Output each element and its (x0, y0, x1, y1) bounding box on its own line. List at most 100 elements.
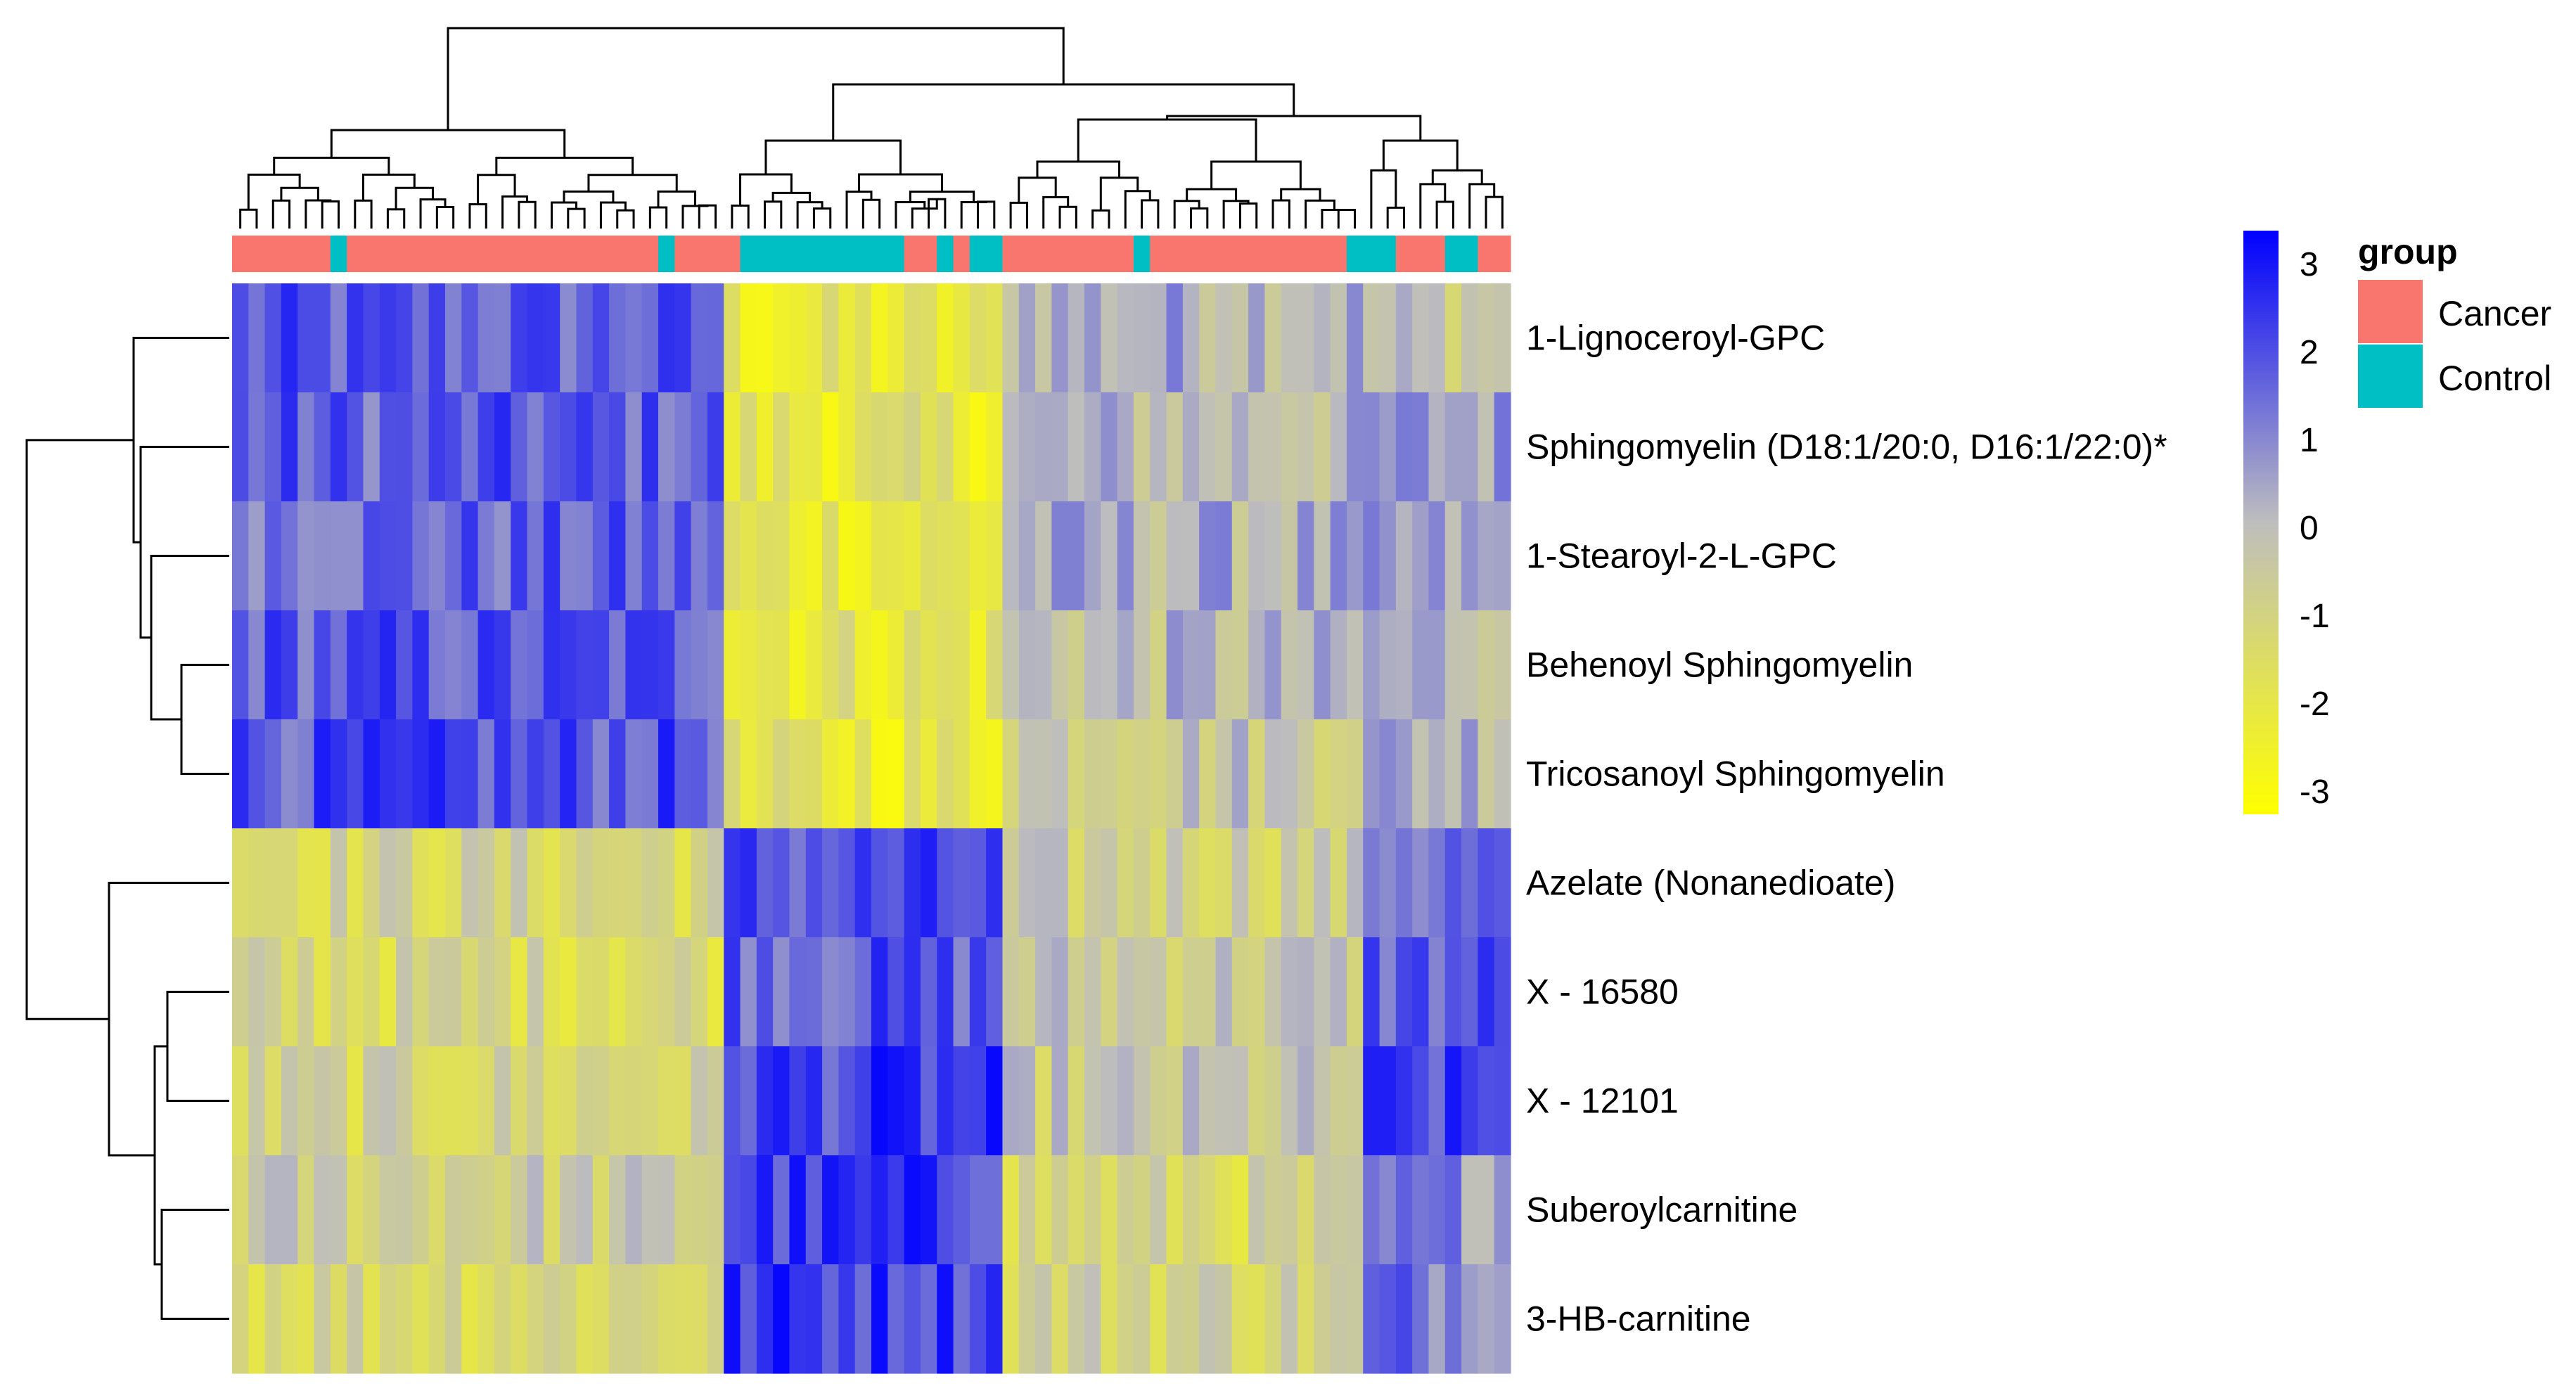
column-dendrogram-branch (386, 208, 406, 229)
heatmap-cell (724, 501, 741, 611)
heatmap-cell (1182, 937, 1200, 1047)
heatmap-cell (412, 501, 430, 611)
heatmap-cell (1018, 283, 1036, 393)
heatmap-cell (838, 501, 856, 611)
group-annotation-cell (1084, 236, 1101, 272)
heatmap-cell (1281, 1264, 1298, 1374)
heatmap-cell (1199, 937, 1217, 1047)
heatmap-cell (740, 828, 757, 938)
heatmap-cell (641, 937, 659, 1047)
heatmap-cell (576, 937, 594, 1047)
heatmap-cell (1264, 1046, 1282, 1156)
heatmap-cell (773, 828, 790, 938)
heatmap-cell (347, 392, 364, 502)
heatmap-cell (1297, 1046, 1314, 1156)
heatmap-cell (1379, 392, 1397, 502)
heatmap-cell (527, 1264, 544, 1374)
heatmap-cell (1264, 937, 1282, 1047)
heatmap-cell (1068, 937, 1085, 1047)
heatmap-cell (445, 1155, 462, 1265)
heatmap-cell (1150, 392, 1167, 502)
heatmap-cell (363, 937, 380, 1047)
heatmap-cell (1133, 1264, 1151, 1374)
heatmap-cell (937, 283, 954, 393)
color-scale-tick-label: -3 (2300, 773, 2330, 811)
heatmap-cell (478, 719, 495, 829)
column-dendrogram-branch (495, 156, 634, 175)
heatmap-cell (281, 283, 298, 393)
heatmap-cell (969, 501, 987, 611)
group-annotation-cell (461, 236, 479, 272)
column-dendrogram-branch (1186, 188, 1238, 201)
heatmap-cell (543, 828, 560, 938)
heatmap-cell (625, 719, 643, 829)
heatmap-cell (543, 283, 560, 393)
heatmap-cell (1346, 937, 1364, 1047)
heatmap-cell (1395, 1155, 1413, 1265)
heatmap-cell (1051, 828, 1069, 938)
row-label: 1-Lignoceroyl-GPC (1526, 319, 1825, 358)
heatmap-cell (1248, 392, 1265, 502)
heatmap-cell (560, 283, 577, 393)
heatmap-cell (1035, 610, 1052, 720)
heatmap-cell (887, 283, 905, 393)
heatmap-cell (904, 392, 921, 502)
heatmap-cell (756, 828, 774, 938)
group-annotation-cell (1395, 236, 1413, 272)
heatmap-cell (707, 937, 724, 1047)
heatmap-cell (232, 1264, 249, 1374)
heatmap-cell (543, 1155, 560, 1265)
heatmap-cell (1231, 1155, 1249, 1265)
heatmap-cell (854, 1264, 872, 1374)
heatmap-cell (1478, 392, 1495, 502)
heatmap-cell (1281, 283, 1298, 393)
heatmap-cell (789, 1046, 807, 1156)
row-dendrogram-branch (160, 1209, 229, 1320)
heatmap-cell (330, 610, 347, 720)
heatmap-cell (1133, 1046, 1151, 1156)
group-annotation-cell (1379, 236, 1397, 272)
column-dendrogram-branch (551, 201, 577, 229)
heatmap-cell (1346, 610, 1364, 720)
heatmap-cell (1248, 937, 1265, 1047)
heatmap-cell (281, 937, 298, 1047)
heatmap-cell (805, 501, 823, 611)
heatmap-cell (527, 937, 544, 1047)
heatmap-cell (494, 1046, 511, 1156)
heatmap-cell (805, 1155, 823, 1265)
heatmap-cell (1018, 1264, 1036, 1374)
heatmap-cell (920, 501, 937, 611)
heatmap-cell (1314, 501, 1331, 611)
column-dendrogram-branch (1238, 202, 1258, 229)
heatmap-cell (1084, 1264, 1101, 1374)
heatmap-cell (1231, 283, 1249, 393)
heatmap-cell (1478, 283, 1495, 393)
heatmap-cell (347, 1264, 364, 1374)
heatmap-cell (1002, 283, 1020, 393)
group-annotation-cell (527, 236, 544, 272)
group-annotation-cell (1461, 236, 1478, 272)
heatmap-cell (1101, 283, 1118, 393)
heatmap-cell (1264, 501, 1282, 611)
column-dendrogram-branch (1468, 183, 1496, 229)
heatmap-cell (953, 392, 970, 502)
group-annotation-cell (1264, 236, 1282, 272)
heatmap-cell (854, 937, 872, 1047)
heatmap-cell (461, 719, 479, 829)
heatmap-cell (560, 610, 577, 720)
heatmap-cell (1461, 937, 1478, 1047)
column-dendrogram-branch (1222, 200, 1250, 229)
heatmap-cell (854, 610, 872, 720)
heatmap-cell (527, 719, 544, 829)
heatmap-cell (609, 719, 626, 829)
heatmap-cell (379, 501, 397, 611)
heatmap-cell (412, 1046, 430, 1156)
heatmap-cell (396, 283, 413, 393)
heatmap-cell (1199, 501, 1217, 611)
heatmap-cell (1215, 828, 1233, 938)
heatmap-cell (314, 1046, 331, 1156)
heatmap-cell (1314, 392, 1331, 502)
heatmap-cell (887, 719, 905, 829)
heatmap-cell (1002, 610, 1020, 720)
heatmap-cell (347, 1046, 364, 1156)
